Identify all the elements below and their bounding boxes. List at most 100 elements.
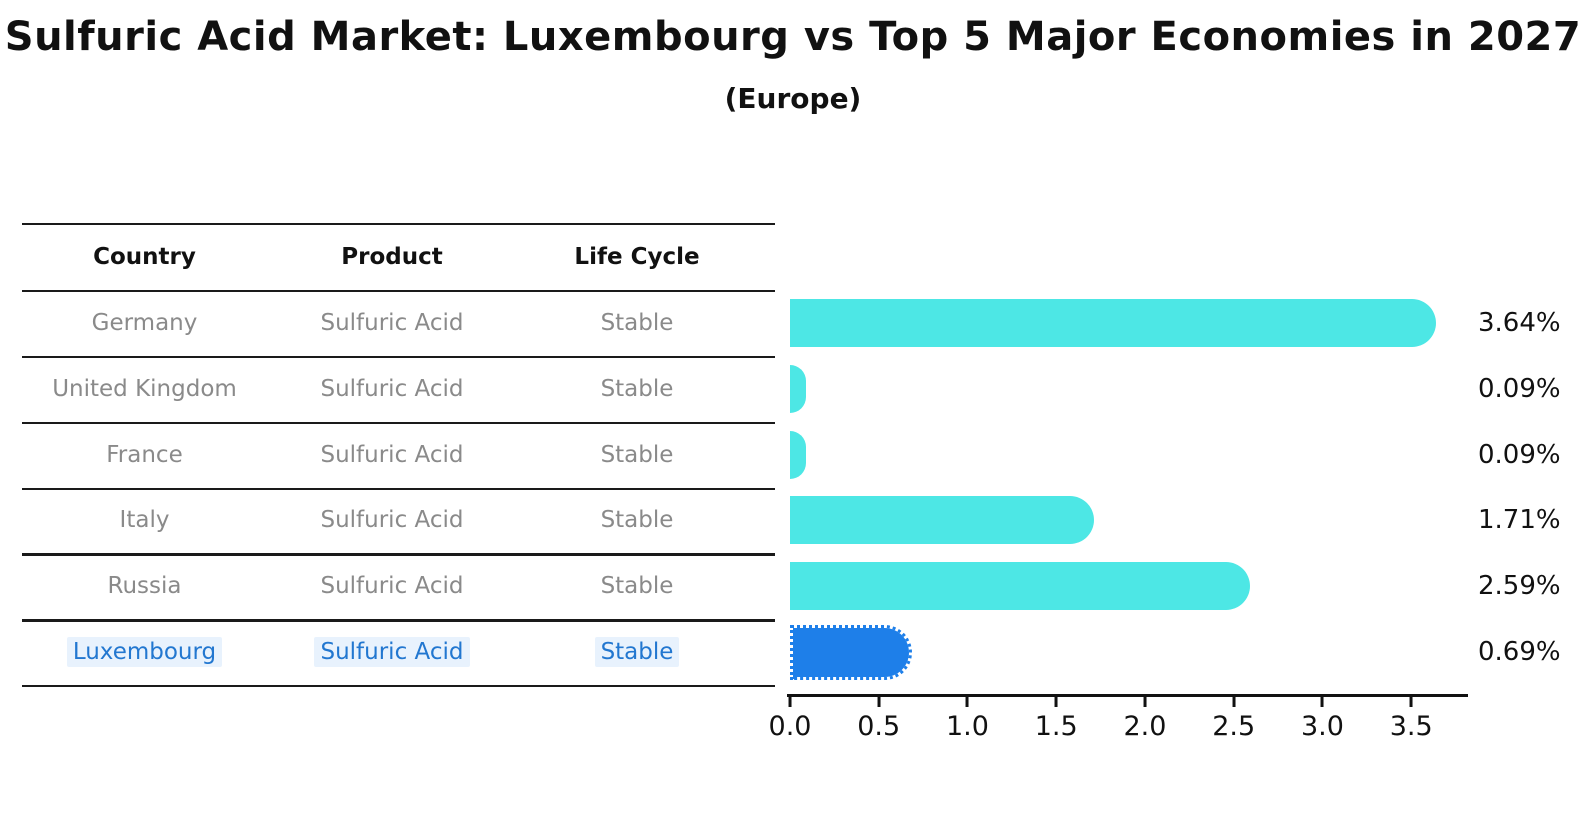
cell-text: Stable	[600, 507, 674, 534]
x-tick-mark	[1409, 697, 1413, 707]
bar-plot-area	[790, 290, 1468, 685]
cell-text: Russia	[107, 573, 182, 600]
cell-country: United Kingdom	[22, 376, 267, 402]
bar-row-luxembourg	[790, 619, 1468, 685]
x-tick-label: 3.0	[1300, 711, 1344, 742]
bar-value-labels: 3.64% 0.09% 0.09% 1.71% 2.59% 0.69%	[1478, 290, 1586, 685]
cell-country: Italy	[22, 507, 267, 533]
bar-united-kingdom	[790, 364, 806, 413]
row-divider	[22, 421, 775, 425]
table-top-border	[22, 223, 775, 226]
x-tick: 2.5	[1212, 697, 1255, 742]
x-tick-mark	[877, 697, 881, 707]
table-row-france: France Sulfuric Acid Stable	[22, 422, 757, 488]
cell-text: Stable	[594, 637, 680, 668]
cell-text: United Kingdom	[52, 375, 237, 402]
value-label-italy: 1.71%	[1478, 505, 1561, 536]
x-tick: 0.5	[857, 697, 900, 742]
cell-life-cycle: Stable	[517, 310, 757, 336]
cell-life-cycle: Stable	[517, 573, 757, 599]
table-row-russia: Russia Sulfuric Acid Stable	[22, 553, 757, 619]
table-row-germany: Germany Sulfuric Acid Stable	[22, 290, 757, 356]
cell-country: Russia	[22, 573, 267, 599]
x-tick-label: 3.5	[1389, 711, 1433, 742]
bar-italy	[790, 496, 1094, 545]
page-title: Sulfuric Acid Market: Luxembourg vs Top …	[4, 14, 1582, 60]
value-label-germany: 3.64%	[1478, 307, 1561, 338]
cell-text: Sulfuric Acid	[320, 309, 464, 336]
x-tick-mark	[1320, 697, 1324, 707]
cell-text: Germany	[91, 309, 198, 336]
cell-product: Sulfuric Acid	[267, 573, 517, 599]
x-tick-label: 0.0	[768, 711, 812, 742]
column-header-life-cycle: Life Cycle	[517, 244, 757, 270]
column-header-label: Country	[93, 243, 196, 270]
bar-germany	[790, 298, 1437, 347]
table-row-luxembourg: Luxembourg Sulfuric Acid Stable	[22, 619, 757, 685]
row-divider	[22, 355, 775, 359]
row-divider	[22, 553, 775, 556]
bar-russia	[790, 562, 1250, 611]
cell-text: Sulfuric Acid	[320, 375, 464, 402]
x-tick: 1.5	[1035, 697, 1078, 742]
cell-text: Sulfuric Acid	[320, 573, 464, 600]
row-divider	[22, 619, 775, 622]
bar-row-russia	[790, 553, 1468, 619]
x-tick-label: 1.5	[1034, 711, 1078, 742]
cell-life-cycle: Stable	[517, 442, 757, 468]
x-tick: 3.0	[1301, 697, 1344, 742]
x-tick-mark	[965, 697, 969, 707]
column-header-label: Product	[341, 243, 443, 270]
cell-text: Stable	[600, 309, 674, 336]
cell-product: Sulfuric Acid	[267, 442, 517, 468]
x-tick-mark	[1143, 697, 1147, 707]
value-label-united-kingdom: 0.09%	[1478, 373, 1561, 404]
cell-text: Sulfuric Acid	[320, 441, 464, 468]
x-tick: 2.0	[1123, 697, 1166, 742]
cell-text: Stable	[600, 441, 674, 468]
x-tick: 0.0	[768, 697, 812, 742]
bar-row-france	[790, 422, 1468, 488]
x-axis-line	[787, 694, 1468, 697]
cell-life-cycle: Stable	[517, 376, 757, 402]
x-axis-ticks: 0.0 0.5 1.0 1.5 2.0 2.5 3.0 3.5	[769, 697, 1468, 747]
table-header-border	[22, 290, 775, 293]
x-tick-mark	[788, 697, 792, 707]
cell-country: France	[22, 442, 267, 468]
cell-product: Sulfuric Acid	[267, 507, 517, 533]
cell-text: Stable	[600, 573, 674, 600]
table-bottom-border	[22, 685, 775, 688]
x-tick: 1.0	[946, 697, 989, 742]
x-tick-mark	[1054, 697, 1058, 707]
cell-text: France	[106, 441, 183, 468]
bar-luxembourg	[790, 624, 913, 680]
bar-france	[790, 430, 806, 479]
cell-text: Sulfuric Acid	[320, 507, 464, 534]
cell-life-cycle: Stable	[517, 507, 757, 533]
bar-row-united-kingdom	[790, 356, 1468, 422]
x-tick: 3.5	[1390, 697, 1433, 742]
x-tick-label: 2.0	[1123, 711, 1167, 742]
bar-row-germany	[790, 290, 1468, 356]
value-label-luxembourg: 0.69%	[1478, 637, 1561, 668]
table-header-row: Country Product Life Cycle	[22, 223, 757, 290]
cell-text: Italy	[119, 507, 170, 534]
table-row-italy: Italy Sulfuric Acid Stable	[22, 488, 757, 554]
value-label-france: 0.09%	[1478, 439, 1561, 470]
cell-text: Stable	[600, 375, 674, 402]
value-label-russia: 2.59%	[1478, 571, 1561, 602]
x-tick-label: 0.5	[857, 711, 901, 742]
cell-text: Sulfuric Acid	[314, 637, 470, 668]
x-tick-mark	[1232, 697, 1236, 707]
column-header-country: Country	[22, 244, 267, 270]
cell-product: Sulfuric Acid	[267, 376, 517, 402]
cell-country: Luxembourg	[22, 637, 267, 668]
page-subtitle: (Europe)	[724, 82, 862, 115]
cell-life-cycle: Stable	[517, 637, 757, 668]
cell-product: Sulfuric Acid	[267, 637, 517, 668]
cell-text: Luxembourg	[66, 637, 223, 668]
cell-country: Germany	[22, 310, 267, 336]
row-divider	[22, 487, 775, 490]
cell-product: Sulfuric Acid	[267, 310, 517, 336]
